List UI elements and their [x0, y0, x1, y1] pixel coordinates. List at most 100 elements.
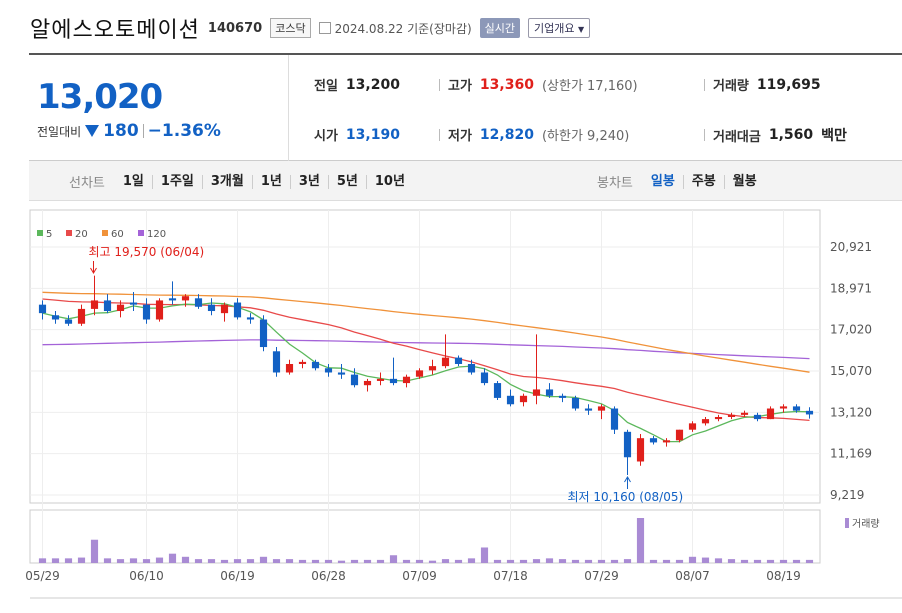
candle-body: [402, 376, 411, 384]
price-change: 전일대비 180 −1.36%: [37, 121, 221, 141]
period-10y[interactable]: 10년: [365, 174, 413, 189]
low-arrow-head: [624, 476, 631, 483]
volume-bar: [155, 557, 164, 563]
down-triangle-icon: [85, 125, 100, 137]
candle-body: [220, 304, 229, 314]
volume-bar: [285, 559, 294, 563]
low-value: 12,820: [479, 126, 534, 143]
volume-bar: [129, 558, 138, 563]
company-overview-button[interactable]: 기업개요 ▼: [528, 18, 591, 38]
candle-body: [51, 315, 60, 320]
ma-20-line: [42, 298, 810, 422]
company-name: 알에스오토메이션: [30, 18, 200, 43]
y-tick-label: 11,169: [830, 447, 872, 461]
period-1d[interactable]: 1일: [122, 173, 144, 189]
x-tick-label: 07/09: [402, 569, 437, 583]
x-tick-label: 07/18: [493, 569, 528, 583]
high-arrow-head: [90, 267, 97, 274]
line-chart-periods: 선차트 1일 1주일 3개월 1년 3년 5년 10년: [69, 172, 413, 191]
y-tick-label: 20,921: [830, 240, 872, 254]
volume-bar: [636, 518, 645, 563]
candle-body: [298, 361, 307, 365]
period-1w[interactable]: 1주일: [151, 174, 202, 189]
period-5y[interactable]: 5년: [327, 174, 366, 189]
volume-bar: [246, 559, 255, 563]
candle-body: [454, 357, 463, 365]
legend-label: 120: [147, 229, 166, 240]
candle-body: [675, 429, 684, 441]
volume-bar: [363, 559, 372, 563]
candle-body: [532, 389, 541, 396]
high-price: 고가 13,360 (상한가 17,160): [439, 75, 638, 94]
tab-weekly[interactable]: 주봉: [682, 174, 724, 189]
legend-swatch: [66, 230, 72, 236]
change-label: 전일대비: [37, 124, 82, 139]
candle-body: [662, 440, 671, 443]
volume-bar: [77, 557, 86, 563]
low-label: 저가: [448, 129, 472, 144]
candle-chart-title: 봉차트: [597, 176, 633, 191]
candle-body: [90, 300, 99, 309]
market-badge: 코스닥: [270, 18, 311, 38]
candle-body: [246, 317, 255, 320]
tab-daily[interactable]: 일봉: [650, 173, 675, 189]
volume-bar: [597, 559, 606, 563]
chart-period-bar: 선차트 1일 1주일 3개월 1년 3년 5년 10년 봉차트 일봉 주봉 월봉: [29, 161, 902, 201]
volume-bar: [298, 559, 307, 563]
low-annotation: 최저 10,160 (08/05): [568, 490, 684, 504]
candle-body: [103, 300, 112, 312]
amount-unit: 백만: [821, 128, 847, 144]
candle-body: [545, 389, 554, 396]
open-price: 시가 13,190: [314, 125, 400, 145]
volume-legend-label: 거래량: [852, 518, 880, 530]
x-tick-label: 08/07: [675, 569, 710, 583]
y-tick-label: 15,070: [830, 364, 872, 378]
volume-bar: [714, 558, 723, 563]
volume-bar: [51, 558, 60, 563]
volume-bar: [558, 559, 567, 563]
period-3m[interactable]: 3개월: [201, 174, 252, 189]
ma-60-line: [42, 291, 810, 373]
candle-body: [428, 366, 437, 371]
legend-swatch: [37, 230, 43, 236]
volume-value: 119,695: [756, 76, 821, 93]
candle-body: [350, 374, 359, 386]
candle-body: [324, 368, 333, 373]
candle-body: [623, 431, 632, 458]
prev-close-value: 13,200: [345, 76, 400, 93]
candle-body: [337, 372, 346, 375]
volume-bar: [168, 553, 177, 563]
volume-bar: [272, 559, 281, 563]
volume-bar: [662, 559, 671, 563]
volume-bar: [324, 559, 333, 563]
period-1y[interactable]: 1년: [251, 174, 290, 189]
change-amount: 180: [103, 121, 139, 141]
legend-swatch: [102, 230, 108, 236]
base-date-text: 2024.08.22 기준(장마감): [334, 21, 472, 36]
candle-body: [571, 397, 580, 409]
candle-body: [441, 357, 450, 367]
y-tick-label: 17,020: [830, 323, 872, 337]
period-3y[interactable]: 3년: [289, 174, 328, 189]
volume-bar: [610, 559, 619, 563]
volume-bar: [402, 559, 411, 563]
volume-bar: [90, 539, 99, 563]
realtime-button[interactable]: 실시간: [479, 18, 521, 38]
volume-bar: [142, 559, 151, 563]
volume-bar: [675, 559, 684, 563]
candle-body: [168, 298, 177, 301]
base-date: 2024.08.22 기준(장마감): [318, 20, 472, 37]
candle-body: [714, 416, 723, 420]
change-percent: −1.36%: [147, 121, 221, 141]
upper-limit: (상한가 17,160): [541, 79, 638, 94]
volume-bar: [753, 559, 762, 563]
high-value: 13,360: [479, 76, 534, 93]
volume-bar: [545, 558, 554, 563]
x-tick-label: 08/19: [766, 569, 801, 583]
volume-bar: [688, 556, 697, 563]
tab-monthly[interactable]: 월봉: [723, 174, 765, 189]
volume-bar: [532, 559, 541, 563]
volume-bar: [805, 559, 814, 563]
candle-body: [753, 414, 762, 420]
